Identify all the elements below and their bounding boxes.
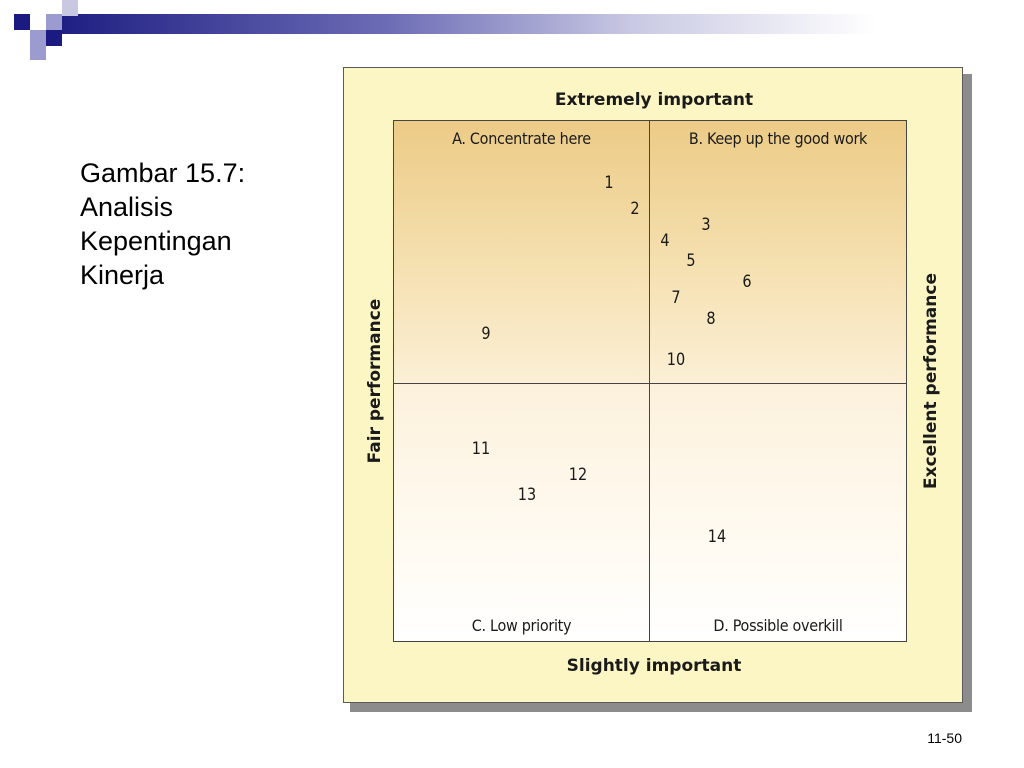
- point-label-2: 2: [630, 199, 640, 220]
- header-gradient-bar: [40, 14, 1024, 34]
- page-number: 11-50: [927, 730, 962, 746]
- bottom-axis-label: Slightly important: [566, 656, 742, 676]
- top-axis-label: Extremely important: [554, 90, 754, 110]
- point-label-8: 8: [706, 308, 717, 329]
- figure-caption: Gambar 15.7: Analisis Kepentingan Kinerj…: [80, 156, 320, 292]
- header-square-decoration: [30, 14, 46, 30]
- quadrant-b: B. Keep up the good work: [650, 121, 906, 384]
- point-label-3: 3: [701, 215, 711, 235]
- quadrant-b-label: B. Keep up the good work: [688, 129, 868, 148]
- quadrant-d-label: D. Possible overkill: [713, 616, 843, 635]
- caption-line: Kepentingan: [80, 226, 232, 256]
- point-label-1: 1: [604, 173, 614, 194]
- header-square-decoration: [30, 46, 46, 60]
- point-label-11: 11: [471, 438, 491, 459]
- point-label-10: 10: [666, 350, 685, 371]
- left-axis-label: Fair performance: [365, 298, 385, 464]
- point-label-4: 4: [660, 230, 670, 251]
- quadrant-c-label: C. Low priority: [471, 616, 572, 635]
- quadrant-grid: A. Concentrate here B. Keep up the good …: [393, 120, 907, 642]
- quadrant-c: C. Low priority: [394, 384, 650, 641]
- caption-line: Kinerja: [80, 260, 165, 290]
- point-label-14: 14: [707, 527, 726, 547]
- point-label-9: 9: [481, 324, 491, 345]
- header-square-decoration: [30, 30, 46, 46]
- right-axis-label: Excellent performance: [921, 273, 941, 489]
- quadrant-a: A. Concentrate here: [394, 121, 650, 384]
- header-square-decoration: [62, 0, 78, 16]
- point-label-6: 6: [742, 272, 752, 293]
- quadrant-a-label: A. Concentrate here: [452, 129, 591, 148]
- point-label-12: 12: [569, 464, 588, 485]
- header-square-decoration: [14, 14, 30, 30]
- point-label-7: 7: [670, 287, 681, 308]
- point-label-5: 5: [686, 251, 696, 272]
- caption-line: Gambar 15.7:: [80, 158, 246, 188]
- header-square-decoration: [46, 30, 62, 46]
- importance-performance-matrix: Extremely important Slightly important F…: [343, 67, 963, 703]
- header-square-decoration: [46, 14, 62, 30]
- point-label-13: 13: [517, 485, 537, 506]
- quadrant-d: D. Possible overkill: [650, 384, 906, 641]
- caption-line: Analisis: [80, 192, 174, 222]
